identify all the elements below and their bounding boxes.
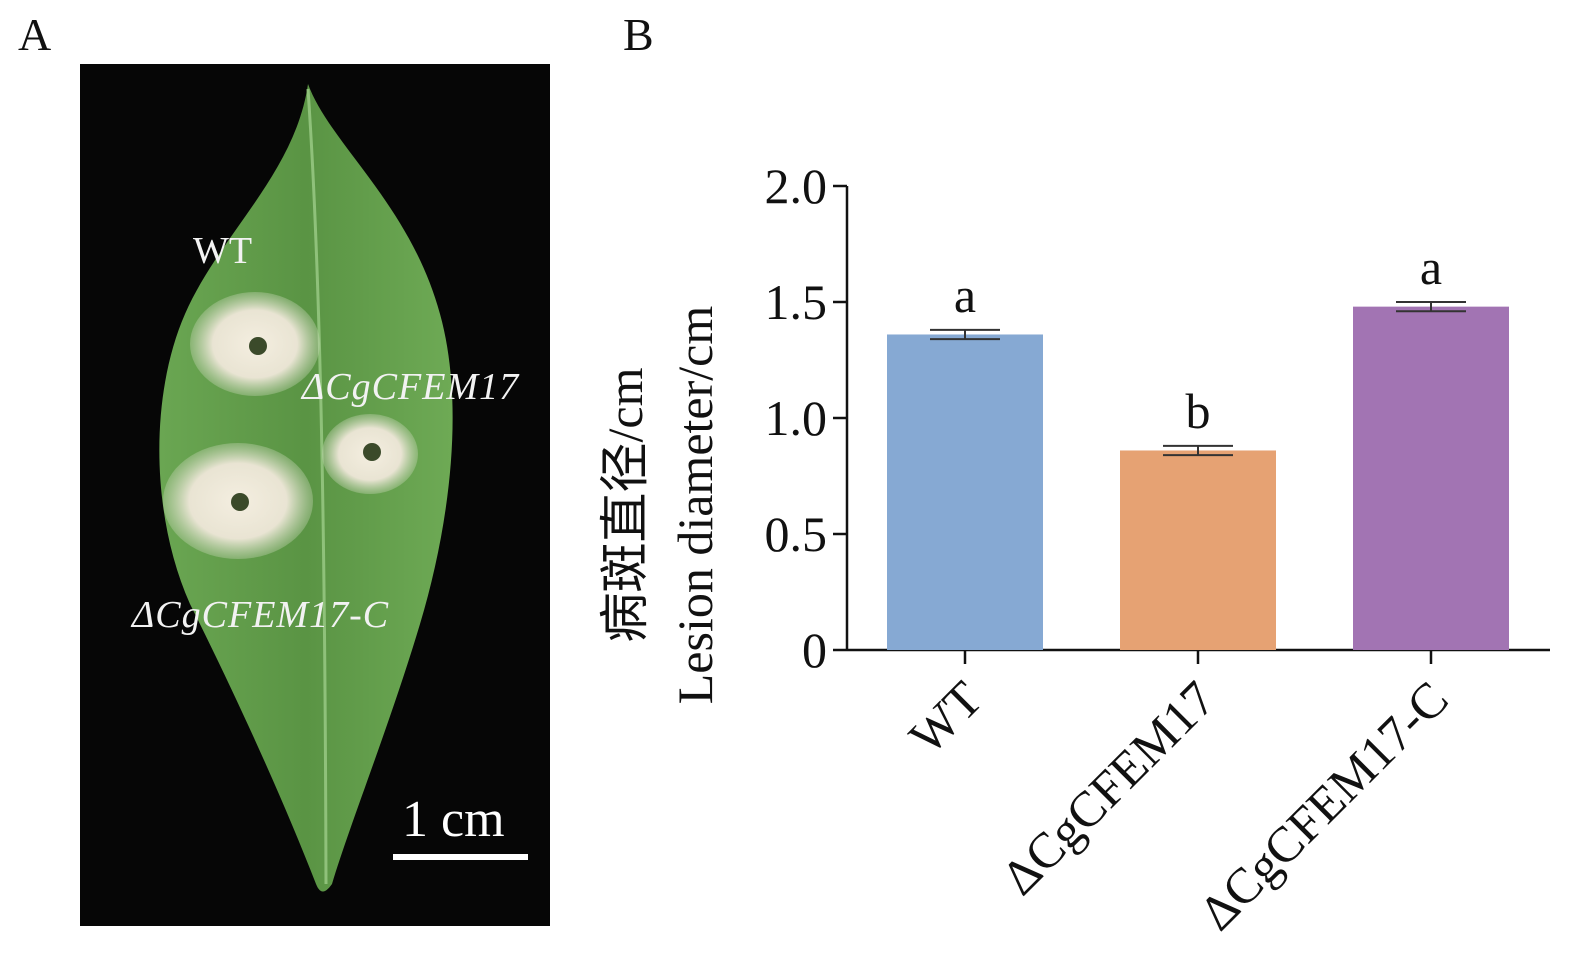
bar-1 (887, 334, 1043, 650)
y-tick-label: 1.0 (765, 390, 828, 446)
bar-chart: 病斑直径/cm Lesion diameter/cm 0 0.5 1.0 1.5 2.0… (597, 158, 1550, 941)
photo-label-complement: ΔCgCFEM17-C (132, 594, 390, 636)
photo-label-wt: WT (193, 230, 253, 272)
bar-2 (1120, 450, 1276, 650)
leaf-illustration (159, 84, 453, 892)
y-tick-label: 2.0 (765, 158, 828, 214)
leaf-photo: WT ΔCgCFEM17 ΔCgCFEM17-C 1 cm (80, 64, 550, 926)
bar-3 (1353, 306, 1509, 650)
plot-area: 0 0.5 1.0 1.5 2.0 a WT b ΔCgCFEM17 a ΔCgCFEM17-C (765, 158, 1550, 941)
y-tick-label: 0.5 (765, 506, 828, 562)
y-tick-label: 1.5 (765, 274, 828, 330)
y-axis-label-en: Lesion diameter/cm (667, 306, 723, 705)
significance-label: a (1420, 239, 1442, 295)
x-tick-label: WT (898, 670, 993, 765)
panel-label-a: A (18, 9, 52, 60)
x-tick-label: ΔCgCFEM17 (991, 670, 1226, 905)
y-tick-label: 0 (802, 622, 827, 678)
y-axis-label-cn: 病斑直径/cm (597, 367, 653, 642)
panel-label-b: B (623, 9, 654, 60)
y-axis-label: 病斑直径/cm Lesion diameter/cm (597, 306, 723, 705)
photo-label-mutant: ΔCgCFEM17 (302, 366, 520, 408)
scale-bar (393, 854, 528, 860)
x-tick-label: ΔCgCFEM17-C (1188, 670, 1459, 941)
scale-bar-label: 1 cm (402, 791, 505, 848)
significance-label: b (1186, 383, 1211, 439)
leaf-midrib (306, 88, 328, 885)
significance-label: a (954, 267, 976, 323)
